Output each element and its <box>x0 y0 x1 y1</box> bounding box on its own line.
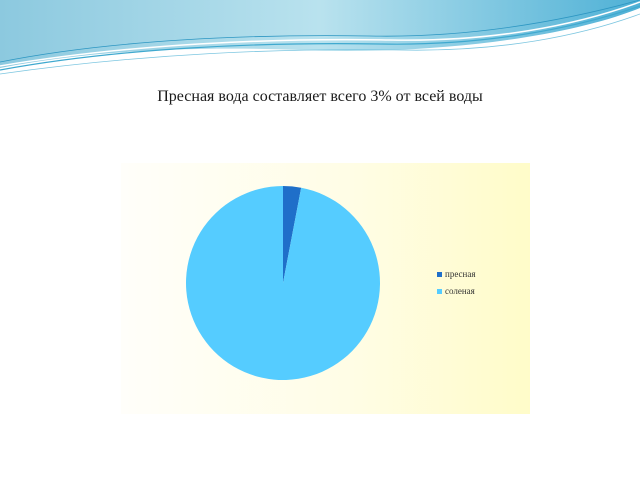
pie-chart: пресная соленая <box>121 163 530 414</box>
legend-item-1: соленая <box>437 283 475 300</box>
wave-line-4 <box>0 0 640 63</box>
legend-swatch <box>437 272 442 277</box>
legend-label: соленая <box>445 286 475 296</box>
wave-line-1 <box>0 5 640 71</box>
chart-legend: пресная соленая <box>437 266 475 300</box>
legend-swatch <box>437 289 442 294</box>
slide-title: Пресная вода составляет всего 3% от всей… <box>157 88 483 105</box>
wave-line-3 <box>0 13 640 75</box>
pie-slice-1 <box>186 186 381 380</box>
pie-chart-svg <box>186 186 381 380</box>
decorative-wave-header <box>0 0 640 75</box>
pie-slice-0 <box>283 186 302 283</box>
wave-fill <box>0 0 640 68</box>
legend-label: пресная <box>445 269 476 279</box>
legend-item-0: пресная <box>437 266 475 283</box>
wave-line-2 <box>0 1 640 67</box>
